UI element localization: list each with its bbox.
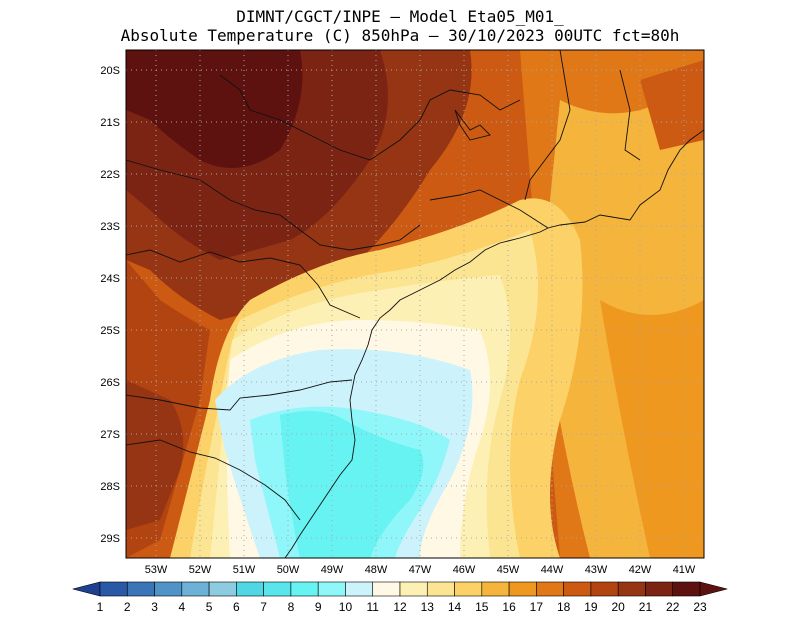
lon-tick-label: 43W [585, 564, 608, 576]
lon-tick-label: 48W [365, 564, 388, 576]
lon-tick-label: 45W [497, 564, 520, 576]
colorbar-segment [454, 581, 483, 597]
chart-title-line1: DIMNT/CGCT/INPE — Model Eta05_M01_ [236, 7, 564, 26]
colorbar-label: 4 [178, 600, 185, 614]
colorbar-segment [345, 581, 374, 597]
colorbar-segment [508, 581, 537, 597]
colorbar-arrow-low [72, 581, 101, 597]
colorbar-label: 13 [421, 600, 435, 614]
colorbar-label: 20 [612, 600, 626, 614]
colorbar-arrow-high [699, 581, 728, 597]
colorbar-segment [426, 581, 455, 597]
colorbar-segment [617, 581, 646, 597]
chart-title-line2: Absolute Temperature (C) 850hPa — 30/10/… [120, 26, 680, 45]
coastline-and-borders [126, 50, 704, 558]
lat-tick-label: 23S [100, 221, 120, 233]
colorbar-label: 14 [448, 600, 462, 614]
colorbar-segment [263, 581, 292, 597]
lat-tick-label: 22S [100, 169, 120, 181]
lon-tick-label: 46W [453, 564, 476, 576]
colorbar-label: 18 [557, 600, 571, 614]
colorbar-segment [481, 581, 510, 597]
state-border-mg-sp [126, 159, 421, 251]
colorbar-segment [99, 581, 128, 597]
colorbar-label: 2 [124, 600, 131, 614]
colorbar-label: 5 [206, 600, 213, 614]
lon-tick-label: 53W [145, 564, 168, 576]
state-border-mg-es [524, 50, 571, 201]
colorbar-label: 12 [393, 600, 407, 614]
lat-tick-label: 20S [100, 65, 120, 77]
colorbar-label: 22 [666, 600, 680, 614]
lon-tick-label: 41W [673, 564, 696, 576]
colorbar-label: 10 [339, 600, 353, 614]
lat-tick-label: 24S [100, 273, 120, 285]
colorbar-label: 11 [366, 600, 379, 614]
colorbar-label: 9 [315, 600, 322, 614]
lon-tick-label: 42W [629, 564, 652, 576]
colorbar-segment [372, 581, 401, 597]
colorbar-label: 7 [260, 600, 267, 614]
colorbar-label: 16 [502, 600, 516, 614]
colorbar-segment [208, 581, 237, 597]
state-border-es-east [619, 69, 641, 161]
lon-tick-label: 49W [321, 564, 344, 576]
temperature-field [126, 50, 704, 558]
state-border-mg-north [219, 74, 521, 161]
colorbar-label: 17 [530, 600, 544, 614]
colorbar-segment [563, 581, 592, 597]
state-border-pr-sc [126, 379, 353, 411]
colorbar-label: 21 [639, 600, 653, 614]
lon-tick-label: 52W [189, 564, 212, 576]
state-border-sc-rs [126, 439, 301, 521]
lat-tick-label: 21S [100, 117, 120, 129]
colorbar-label: 3 [151, 600, 158, 614]
lon-tick-label: 44W [541, 564, 564, 576]
colorbar-label: 15 [475, 600, 489, 614]
lat-tick-label: 25S [100, 325, 120, 337]
state-border-mg-rj [429, 189, 549, 229]
colorbar-segment [181, 581, 210, 597]
colorbar-segment [645, 581, 674, 597]
colorbar-segment [236, 581, 264, 597]
lat-tick-label: 27S [100, 429, 120, 441]
colorbar: 1 2 3 4 5 6 7 8 9 10 11 12 13 14 15 16 17 18 19 20 21 22 23 [72, 581, 728, 614]
lon-tick-label: 47W [409, 564, 432, 576]
colorbar-label: 1 [97, 600, 104, 614]
colorbar-segment [399, 581, 428, 597]
colorbar-segment [126, 581, 155, 597]
plot-frame [125, 49, 705, 559]
colorbar-segment [290, 581, 319, 597]
lat-tick-label: 29S [100, 533, 120, 545]
colorbar-label: 23 [693, 600, 707, 614]
state-border-sp-pr [126, 249, 361, 319]
colorbar-label: 6 [233, 600, 240, 614]
lat-axis: 20S 21S 22S 23S 24S 25S 26S 27S 28S 29S [100, 65, 120, 545]
colorbar-segment [672, 581, 701, 597]
lon-tick-label: 50W [277, 564, 300, 576]
lon-tick-label: 51W [233, 564, 256, 576]
lake-lagoa [454, 109, 491, 141]
lat-tick-label: 26S [100, 377, 120, 389]
colorbar-segment [590, 581, 619, 597]
lon-axis: 53W 52W 51W 50W 49W 48W 47W 46W 45W 44W … [145, 564, 696, 576]
lat-tick-label: 28S [100, 481, 120, 493]
colorbar-label: 8 [288, 600, 295, 614]
coastline [284, 129, 704, 558]
colorbar-segment [317, 581, 346, 597]
colorbar-segment [154, 581, 183, 597]
colorbar-segment [536, 581, 564, 597]
colorbar-label: 19 [584, 600, 598, 614]
